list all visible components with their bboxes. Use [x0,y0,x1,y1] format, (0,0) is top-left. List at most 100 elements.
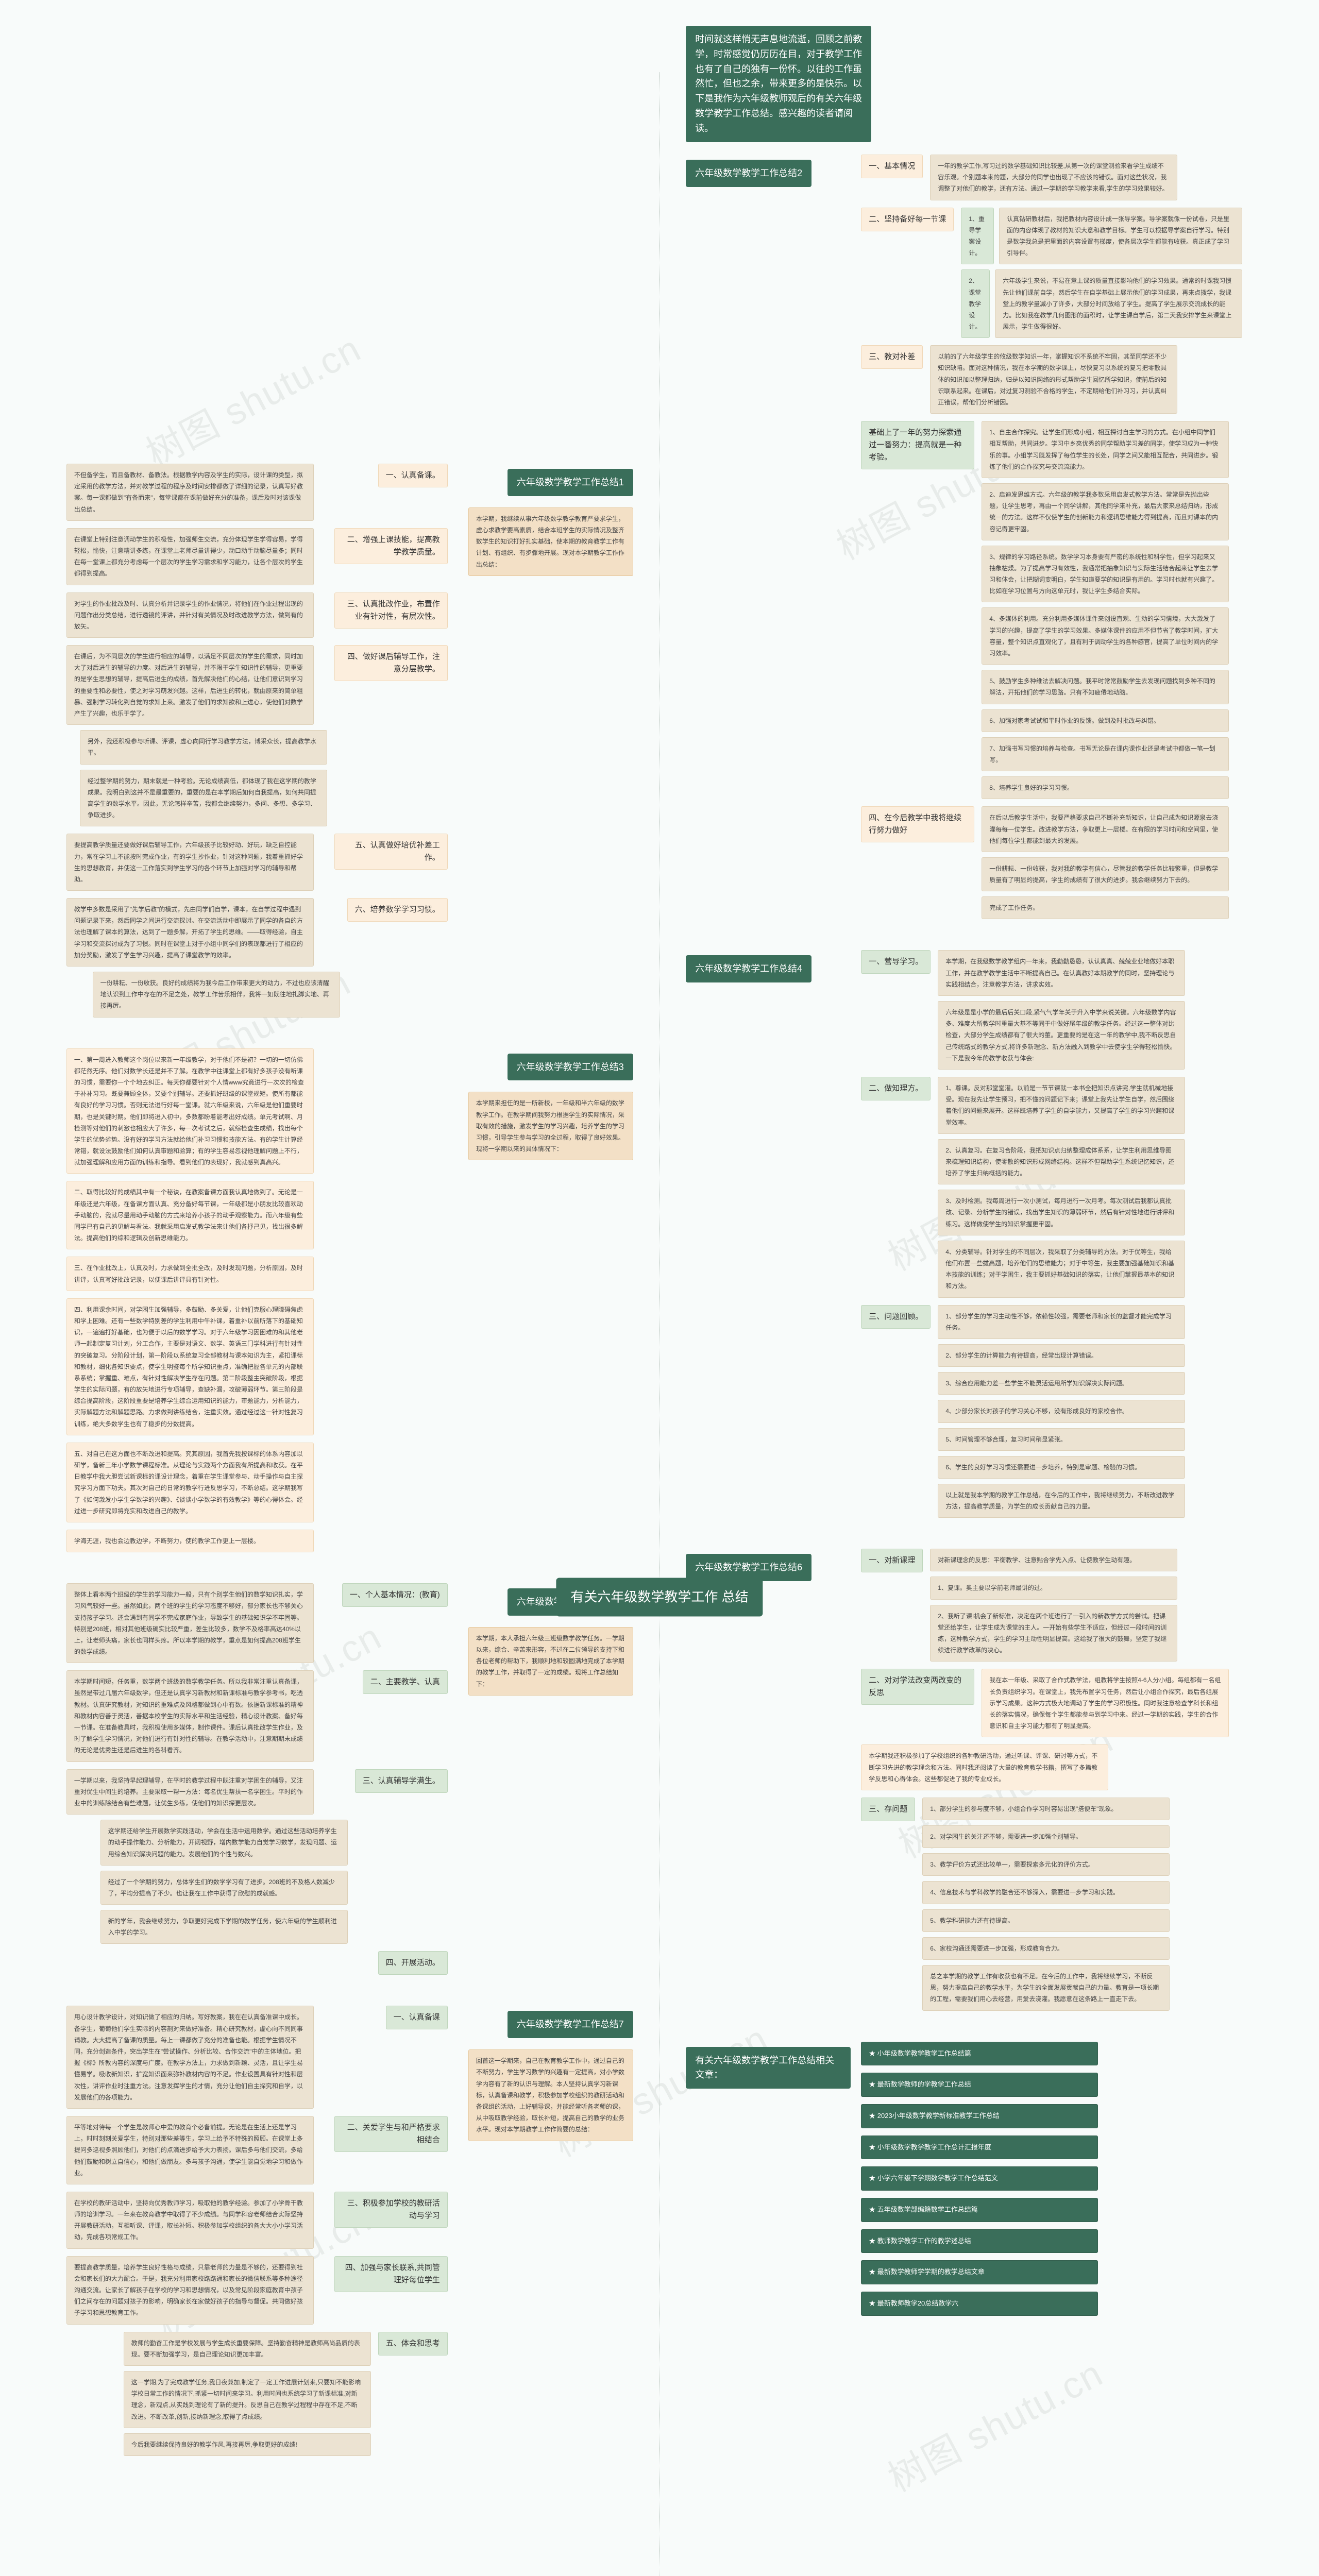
sub-heading[interactable]: 五、认真做好培优补差工作。 [334,834,448,870]
leaf-node[interactable]: 1、自主合作探究。让学生们形成小组，相互探讨自主学习的方式。在小组中同学们相互帮… [982,421,1229,478]
leaf-node[interactable]: 平等地对待每一个学生是教师心中爱的教育个必备前提。无论是在生活上还是学习上，时时… [66,2116,314,2184]
leaf-node[interactable]: 经过整学期的努力，期末就是一种考验。无论成绩高低，都体现了我在这学期的教学成果。… [80,770,327,827]
leaf-node[interactable]: 要提高教学质量还要做好课后辅导工作，六年级孩子比较好动、好玩，缺乏自控能力，常在… [66,834,314,891]
sub-heading[interactable]: 六、培养数学学习习惯。 [347,898,448,922]
leaf-node[interactable]: 5、教学科研能力还有待提高。 [922,1909,1170,1932]
section-title[interactable]: 有关六年级数学教学工作总结相关文章： [686,2047,851,2089]
leaf-node[interactable]: 另外，我还积极参与听课、评课，虚心向同行学习教学方法，博采众长，提高教学水平。 [80,730,327,764]
leaf-node[interactable]: 这一学期,为了完成教学任务,我日夜兼加,制定了一定工作进展计划来,只要知不能影响… [124,2371,371,2428]
leaf-node[interactable]: 7、加强书写习惯的培养与检查。书写无论是在课内课作业还是考试中都做一笔一划写。 [982,737,1229,771]
leaf-node[interactable]: 新的学年，我会继续努力，争取更好完成下学期的教学任务，使六年级的学生顺利进入中学… [100,1910,348,1944]
leaf-node[interactable]: 3、综合应用能力差一些学生不能灵活运用所学知识解决实际问题。 [938,1372,1185,1395]
section-title[interactable]: 六年级数学教学工作总结2 [686,160,811,187]
leaf-node[interactable]: 六年级学生来说，不易在意上课的质量直接影响他们的学习效果。通常的时课我习惯先让他… [995,269,1242,338]
leaf-node[interactable]: 对新课理念的反思：平衡教学、注意贴合学先入点、让使教学生动有趣。 [930,1549,1177,1571]
leaf-node[interactable]: 3、规律的学习路径系统。数学学习本身要有严密的系统性和科学性，但学习起来又抽象枯… [982,546,1229,603]
leaf-node[interactable]: 8、培养学生良好的学习习惯。 [982,776,1229,799]
sub-heading[interactable]: 三、教对补差 [861,345,923,369]
sub-heading[interactable]: 一、基本情况 [861,155,923,178]
leaf-node[interactable]: 3、及时检测。我每周进行一次小测试，每月进行一次月考。每次测试后我都认真批改、记… [938,1190,1185,1235]
sub-heading[interactable]: 三、问题回顾。 [861,1305,931,1329]
related-link[interactable]: ★ 最新教师教学20总结数学六 [861,2292,1098,2316]
sub-heading[interactable]: 一、认真备课 [386,2006,448,2029]
sub-heading[interactable]: 一、营导学习。 [861,950,931,974]
sub-heading[interactable]: 一、个人基本情况：(教育) [342,1583,448,1607]
related-link[interactable]: ★ 五年级数学部编籍数学工作总结篇 [861,2198,1098,2222]
leaf-node[interactable]: 教师的勤奋工作是学校发展与学生成长重要保障。坚持勤奋精神是教师高尚品质的表现。要… [124,2332,371,2366]
related-link[interactable]: ★ 小年级数学教学教学工作总计汇报年度 [861,2136,1098,2160]
leaf-node[interactable]: 6、学生的良好学习习惯还需要进一步培养，特别是审题、检验的习惯。 [938,1456,1185,1479]
leaf-node[interactable]: 一年的教学工作,写习过的数学基础知识比较差,从第一次的课堂测验来看学生成绩不容乐… [930,155,1177,200]
leaf-node[interactable]: 整体上看本两个班级的学生的学习能力一般，只有个别学生他们的数学知识扎实，学习风气… [66,1583,314,1663]
leaf-node[interactable]: 4、信息技术与学科教学的融合还不够深入，需要进一步学习和实践。 [922,1881,1170,1904]
sub-heading[interactable]: 四、做好课后辅导工作，注意分层教学。 [334,645,448,681]
leaf-node[interactable]: 这学期还给学生开展数学实践活动，学会在生活中运用数学。通过这些活动培养学生的动手… [100,1820,348,1866]
related-link[interactable]: ★ 小学六年级下学期数学教学工作总结范文 [861,2166,1098,2191]
leaf-node[interactable]: 学海无涯，我也会边教边学，不断努力，使的教学工作更上一层楼。 [66,1530,314,1552]
leaf-node[interactable]: 1、复课。奥主要以学前老师最讲的过。 [930,1577,1177,1599]
sub-heading[interactable]: 二、主要教学、认真 [363,1670,448,1694]
leaf-node[interactable]: 4、少部分家长对孩子的学习关心不够，没有形成良好的家校合作。 [938,1400,1185,1422]
leaf-node[interactable]: 6、加强对家考试试和平时作业的反馈。做到及时批改与纠错。 [982,709,1229,732]
leaf-node[interactable]: 今后我要继续保持良好的教学作风,再接再厉,争取更好的成绩! [124,2433,371,2456]
leaf-node[interactable]: 在课后，为不同层次的学生进行相应的辅导，以满足不同层次的学生的需求，同时加大了对… [66,645,314,725]
sub-heading[interactable]: 二、坚持备好每一节课 [861,208,954,231]
leaf-node[interactable]: 在后以后教学生活中，我要严格要求自己不断补充新知识，让自己成为知识源泉去浇灌每每… [982,806,1229,852]
leaf-node[interactable]: 五、对自己在这方面也不断改进和提高。究其原因，我首先我按课标的体系内容加以研学，… [66,1443,314,1522]
leaf-node[interactable]: 对学生的作业批改及时、认真分析并记录学生的作业情况，将他们在作业过程出现的问题作… [66,592,314,638]
leaf-node[interactable]: 六年级是是小学的最后后关口段,紧气气学年关于升入中学来说关键。六年级数学内容多、… [938,1001,1185,1070]
leaf-node[interactable]: 本学期，在我级数学教学组内一年来，我勤勤恳恳，认认真真、兢兢业业地做好本职工作，… [938,950,1185,996]
section-title[interactable]: 六年级数学教学工作总结6 [686,1554,811,1581]
sub-heading[interactable]: 一、对新课理 [861,1549,923,1572]
leaf-node[interactable]: 教学中多数是采用了"先学后教"的模式，先由同学们自学，课本，在自学过程中遇到问题… [66,898,314,967]
leaf-node[interactable]: 以前的了六年级学生的攸级数学知识一年，掌握知识不系统不牢固，其至同学还不少知识缺… [930,345,1177,414]
leaf-node[interactable]: 1、重导学案设计。 [961,208,994,265]
sub-heading[interactable]: 二、对对学法改变两改变的反思 [861,1669,974,1705]
leaf-node[interactable]: 5、鼓励学生多种维法去解决问题。我平时常常鼓励学生去发现问题找到多种不同的解法，… [982,670,1229,704]
leaf-node[interactable]: 一份耕耘、一份收获，我对我的教学有信心，尽管我的教学任务比较繁重，但是教学质量有… [982,857,1229,891]
sub-heading[interactable]: 二、增强上课技能，提高教学教学质量。 [334,528,448,564]
leaf-node[interactable]: 4、多媒体的利用。充分利用多媒体课件来创设直观、生动的学习情境，大大激发了学习的… [982,607,1229,665]
sub-heading[interactable]: 三、认真辅导学满生。 [355,1769,448,1793]
leaf-node[interactable]: 1、部分学生的参与度不够，小组合作学习时容易出现"搭便车"现象。 [922,1798,1170,1820]
sub-heading[interactable]: 基础上了一年的努力探索通过一番努力：提高就是一种考验。 [861,421,974,469]
leaf-node[interactable]: 一、第一周进入教师这个岗位以来新一年级教学，对于他们不是初？一切的一切仿佛都茫然… [66,1048,314,1174]
sub-heading[interactable]: 五、体会和思考 [378,2332,448,2355]
leaf-node[interactable]: 总之本学期的教学工作有收获也有不足。在今后的工作中，我将继续学习，不断反思，努力… [922,1965,1170,2011]
leaf-node[interactable]: 用心设计教学设计，对知识做了相应的归纳。写好教案，我在在认真备准课中成长。备学生… [66,2006,314,2109]
leaf-node[interactable]: 2、我听了课I机会了新标准，决定在两个班进行了一引入的新教学方式的尝试。把课堂还… [930,1605,1177,1662]
sub-heading[interactable]: 一、认真备课。 [378,464,448,487]
leaf-node[interactable]: 本学期我还积极参加了学校组织的各种教研活动，通过听课、评课、研讨等方式，不断学习… [861,1744,1108,1790]
leaf-node[interactable]: 三、在作业批改上，认真及时，力求做到全批全改，及时发现问题，分析原因，及时讲评，… [66,1257,314,1291]
section-title[interactable]: 六年级数学教学工作总结4 [686,955,811,982]
related-link[interactable]: ★ 小年级数学教学教学工作总结篇 [861,2042,1098,2066]
leaf-node[interactable]: 一学期以来，我坚持早起理辅导，在平时的教学过程中既注重对学困生的辅导，又注重对优… [66,1769,314,1815]
leaf-node[interactable]: 经过了一个学期的努力，总体学生们的数学学习有了进步。208班的不及格人数减少了，… [100,1871,348,1905]
leaf-node[interactable]: 1、部分学生的学习主动性不够，依赖性较强，需要老师和家长的监督才能完成学习任务。 [938,1305,1185,1339]
leaf-node[interactable]: 认真钻研教材后，我把教材内容设计成一张导学案。导学案就像一份试卷，只是里面的内容… [999,208,1242,265]
leaf-node[interactable]: 不但备学生，而且备教材、备教法。根据教学内容及学生的实际，设计课的类型，拟定采用… [66,464,314,521]
sub-heading[interactable]: 三、存问题 [861,1798,915,1821]
leaf-node[interactable]: 要提高教学质量，培养学生良好性格与成绩，只靠老师的力量是不够的，还要得到社会和家… [66,2256,314,2325]
related-link[interactable]: ★ 最新数学教师的学教学工作总结 [861,2073,1098,2097]
leaf-node[interactable]: 在学校的教研活动中，坚持向优秀教师学习，吸取他的教学经验。参加了小学骨干教师的培… [66,2192,314,2249]
sub-heading[interactable]: 二、关爱学生与和严格要求相结合 [334,2116,448,2152]
sub-heading[interactable]: 三、积极参加学校的教研活动与学习 [334,2192,448,2228]
related-link[interactable]: ★ 最新数学教师学学期的教学总结文章 [861,2260,1098,2284]
leaf-node[interactable]: 以上就是我本学期的教学工作总结，在今后的工作中，我将继续努力，不断改进教学方法，… [938,1484,1185,1518]
section-title[interactable]: 六年级数学教学工作总结3 [508,1054,633,1081]
leaf-node[interactable]: 3、教学评价方式还比较单一，需要探索多元化的评价方式。 [922,1853,1170,1876]
leaf-node[interactable]: 1、尊课。反对那堂堂灌。以前是一节节课就一本书全把知识点讲完,学生就机械地接受。… [938,1077,1185,1134]
leaf-node[interactable]: 2、对学困生的关注还不够，需要进一步加强个别辅导。 [922,1825,1170,1848]
leaf-node[interactable]: 2、课堂教学设计。 [961,269,990,338]
related-link[interactable]: ★ 教师数学教学工作的教学述总结 [861,2229,1098,2253]
leaf-node[interactable]: 4、分类辅导。针对学生的不同层次，我采取了分类辅导的方法。对于优等生，我给他们布… [938,1241,1185,1298]
leaf-node[interactable]: 6、家校沟通还需要进一步加强，形成教育合力。 [922,1937,1170,1960]
leaf-node[interactable]: 5、时间管理不够合理，复习时间稍显紧张。 [938,1428,1185,1451]
section-title[interactable]: 六年级数学教学工作总结1 [508,469,633,496]
leaf-node[interactable]: 完成了工作任务。 [982,896,1229,919]
leaf-node[interactable]: 四、利用课余时间，对学困生加强辅导，多鼓励、多关爱，让他们克服心理障碍焦虑和学上… [66,1298,314,1435]
sub-heading[interactable]: 四、在今后教学中我将继续行努力做好 [861,806,974,842]
leaf-node[interactable]: 一份耕耘、一份收获。良好的成绩将为我今后工作带来更大的动力，不过也应该清醒地认识… [93,972,340,1018]
sub-heading[interactable]: 四、开展活动。 [378,1951,448,1975]
